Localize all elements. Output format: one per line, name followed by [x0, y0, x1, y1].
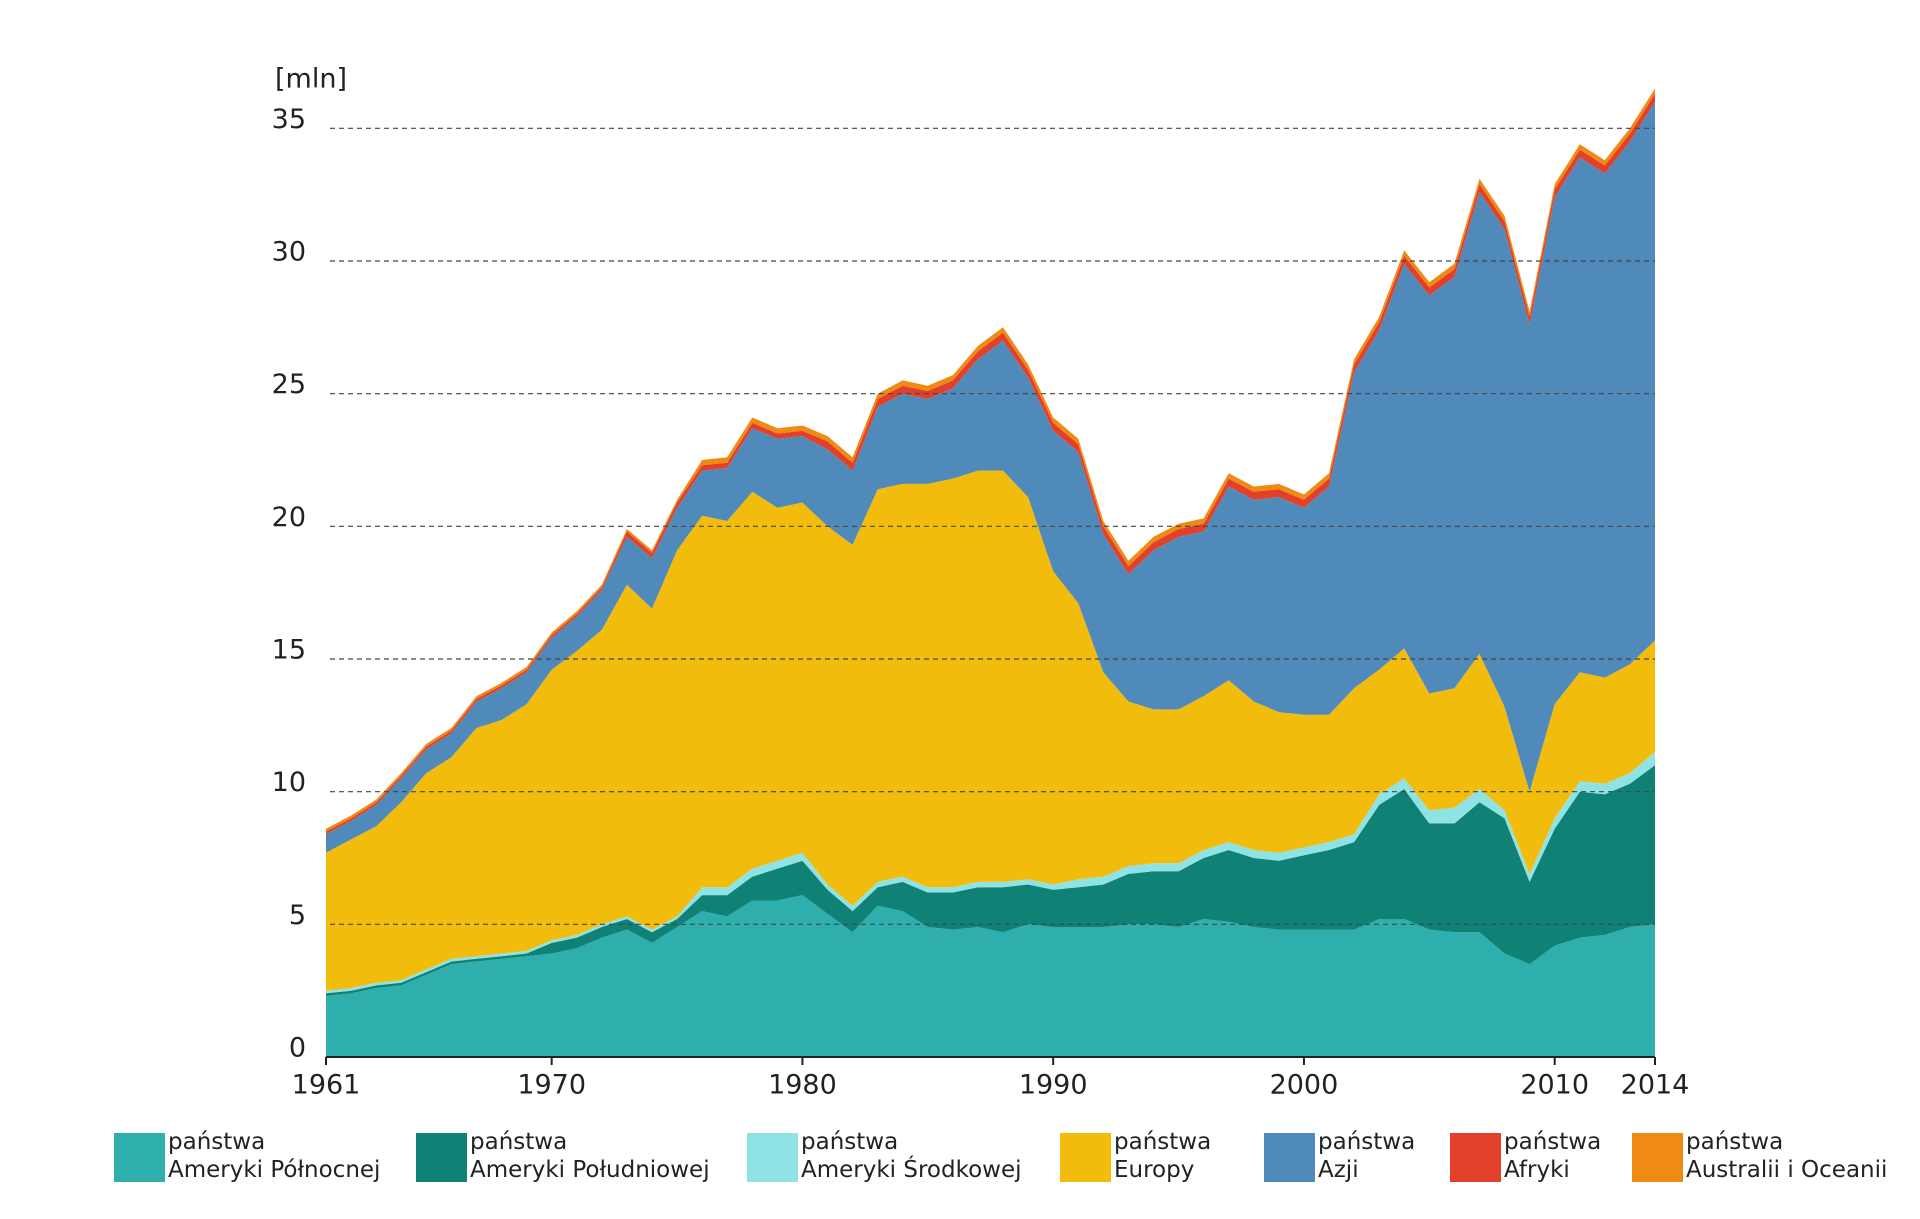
x-tick-label: 2010	[1520, 1070, 1589, 1101]
x-tick-label: 2014	[1621, 1070, 1690, 1101]
x-tick-label: 1980	[768, 1070, 837, 1101]
y-tick-label: 10	[272, 767, 306, 798]
legend-label: państwa Europy	[1114, 1129, 1212, 1183]
y-tick-label: 35	[272, 104, 306, 135]
legend-swatch	[416, 1133, 467, 1182]
legend-label: państwa Afryki	[1504, 1129, 1602, 1183]
area	[326, 470, 1655, 991]
legend-item: państwa Ameryki Południowej	[416, 1128, 710, 1184]
legend-label: państwa Azji	[1318, 1129, 1416, 1183]
y-tick-label: 15	[272, 635, 306, 666]
x-tick-label: 2000	[1270, 1070, 1339, 1101]
legend-item: państwa Afryki	[1450, 1128, 1601, 1184]
y-tick-label: 5	[289, 900, 306, 931]
legend-item: państwa Europy	[1060, 1128, 1211, 1184]
legend-swatch	[1060, 1133, 1111, 1182]
legend-label: państwa Ameryki Północnej	[168, 1129, 381, 1183]
legend-swatch	[1450, 1133, 1501, 1182]
area	[326, 765, 1655, 996]
legend-label: państwa Ameryki Środkowej	[801, 1129, 1022, 1183]
y-axis-label: [mln]	[275, 64, 347, 95]
y-tick-label: 25	[272, 369, 306, 400]
y-tick-label: 20	[272, 502, 306, 533]
x-tick-label: 1970	[517, 1070, 586, 1101]
legend-item: państwa Australii i Oceanii	[1632, 1128, 1887, 1184]
legend-swatch	[747, 1133, 798, 1182]
legend-item: państwa Ameryki Północnej	[114, 1128, 380, 1184]
area	[326, 895, 1655, 1057]
legend-item: państwa Azji	[1264, 1128, 1415, 1184]
areas	[326, 88, 1655, 1057]
x-tick-label: 1961	[292, 1070, 361, 1101]
x-tick-label: 1990	[1019, 1070, 1088, 1101]
legend-swatch	[1632, 1133, 1683, 1182]
legend-swatch	[114, 1133, 165, 1182]
legend-item: państwa Ameryki Środkowej	[747, 1128, 1022, 1184]
area	[326, 101, 1655, 853]
chart: [mln] 0 5 10 15 20 25 30 35 1961 1970 1980 1990 2000…	[272, 64, 1690, 1101]
legend-label: państwa Ameryki Południowej	[470, 1129, 710, 1183]
legend-swatch	[1264, 1133, 1315, 1182]
y-tick-label: 0	[289, 1033, 306, 1064]
legend-label: państwa Australii i Oceanii	[1686, 1129, 1888, 1183]
y-tick-label: 30	[272, 237, 306, 268]
